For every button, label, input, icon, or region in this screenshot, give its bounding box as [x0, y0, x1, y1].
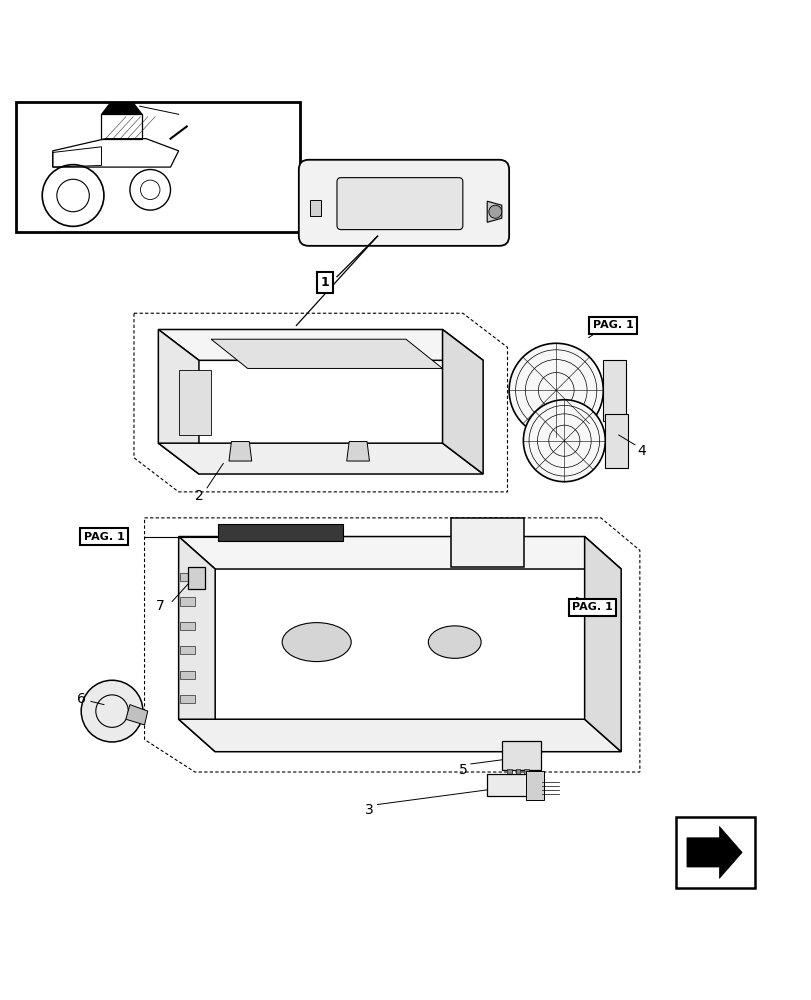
Circle shape	[523, 400, 604, 482]
Bar	[603, 360, 625, 421]
Bar	[526, 771, 543, 800]
Bar	[675, 817, 754, 888]
Bar	[180, 695, 195, 703]
Polygon shape	[158, 329, 483, 360]
Circle shape	[508, 343, 603, 437]
Text: 5: 5	[458, 763, 466, 777]
Bar	[507, 769, 512, 779]
Bar	[501, 741, 540, 770]
Polygon shape	[126, 705, 148, 725]
Bar	[217, 524, 343, 541]
Polygon shape	[584, 537, 620, 752]
Text: 1: 1	[320, 276, 328, 289]
Polygon shape	[178, 719, 620, 752]
Polygon shape	[158, 443, 483, 474]
Text: 3: 3	[365, 803, 373, 817]
Polygon shape	[346, 442, 369, 461]
Text: PAG. 1: PAG. 1	[84, 532, 124, 542]
Polygon shape	[211, 339, 442, 368]
Polygon shape	[178, 370, 211, 435]
Bar	[523, 769, 528, 779]
Circle shape	[81, 680, 143, 742]
Bar	[180, 671, 195, 679]
Bar	[515, 769, 520, 779]
Circle shape	[488, 205, 501, 218]
Polygon shape	[158, 329, 199, 474]
Polygon shape	[487, 201, 501, 222]
Ellipse shape	[428, 626, 480, 658]
Bar	[180, 573, 195, 581]
Polygon shape	[686, 826, 741, 878]
Bar	[450, 518, 523, 567]
Bar	[487, 774, 531, 796]
FancyBboxPatch shape	[337, 178, 462, 230]
Polygon shape	[178, 537, 620, 569]
Polygon shape	[229, 442, 251, 461]
Polygon shape	[101, 104, 142, 114]
Ellipse shape	[282, 623, 350, 662]
Text: 4: 4	[637, 444, 645, 458]
Text: PAG. 1: PAG. 1	[592, 320, 633, 330]
Bar	[16, 102, 300, 232]
Bar	[188, 567, 204, 589]
Text: PAG. 1: PAG. 1	[572, 602, 612, 612]
Bar	[180, 622, 195, 630]
Polygon shape	[310, 200, 320, 216]
Polygon shape	[178, 537, 215, 752]
Polygon shape	[442, 329, 483, 474]
Bar	[604, 414, 627, 468]
Bar	[180, 597, 195, 606]
Text: 7: 7	[156, 599, 164, 613]
Text: 2: 2	[195, 489, 203, 503]
FancyBboxPatch shape	[298, 160, 508, 246]
Bar	[180, 646, 195, 654]
Text: 6: 6	[77, 692, 85, 706]
